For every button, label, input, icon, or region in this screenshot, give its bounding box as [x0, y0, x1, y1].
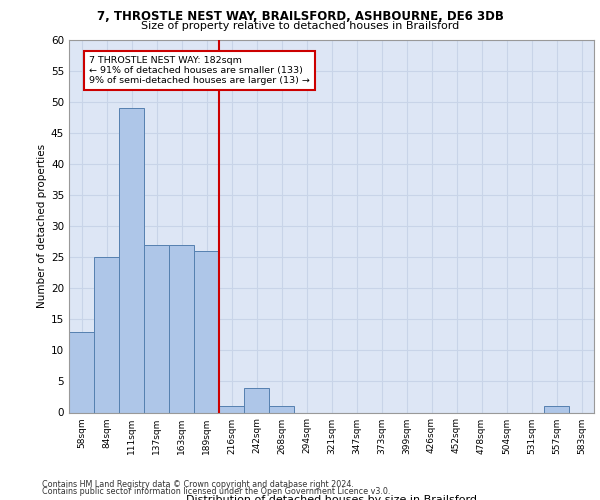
Bar — [269, 406, 294, 412]
Text: Contains HM Land Registry data © Crown copyright and database right 2024.: Contains HM Land Registry data © Crown c… — [42, 480, 354, 489]
Text: Size of property relative to detached houses in Brailsford: Size of property relative to detached ho… — [141, 21, 459, 31]
Bar — [544, 406, 569, 412]
Bar — [119, 108, 144, 412]
Text: 7, THROSTLE NEST WAY, BRAILSFORD, ASHBOURNE, DE6 3DB: 7, THROSTLE NEST WAY, BRAILSFORD, ASHBOU… — [97, 10, 503, 23]
Bar — [94, 258, 119, 412]
Bar — [169, 245, 194, 412]
Text: Contains public sector information licensed under the Open Government Licence v3: Contains public sector information licen… — [42, 487, 391, 496]
Bar — [194, 251, 219, 412]
Bar — [144, 245, 169, 412]
Bar — [244, 388, 269, 412]
Bar — [69, 332, 94, 412]
Text: 7 THROSTLE NEST WAY: 182sqm
← 91% of detached houses are smaller (133)
9% of sem: 7 THROSTLE NEST WAY: 182sqm ← 91% of det… — [89, 56, 310, 86]
Bar — [219, 406, 244, 412]
Y-axis label: Number of detached properties: Number of detached properties — [37, 144, 47, 308]
X-axis label: Distribution of detached houses by size in Brailsford: Distribution of detached houses by size … — [186, 496, 477, 500]
